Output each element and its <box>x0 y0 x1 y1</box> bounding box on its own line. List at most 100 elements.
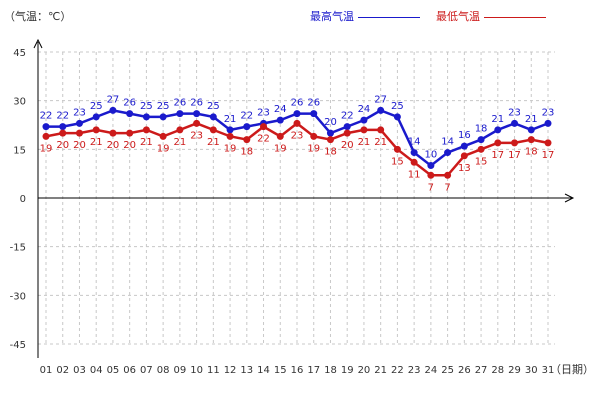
x-tick-label: 28 <box>491 365 504 376</box>
data-label-high: 21 <box>224 114 237 125</box>
x-tick-label: 01 <box>40 365 53 376</box>
data-label-low: 7 <box>444 182 450 193</box>
x-tick-label: 30 <box>525 365 538 376</box>
x-tick-label: 21 <box>374 365 387 376</box>
x-tick-label: 14 <box>257 365 270 376</box>
point-high <box>59 123 67 131</box>
point-high <box>544 119 552 127</box>
data-label-low: 23 <box>291 130 304 141</box>
data-label-low: 21 <box>173 137 186 148</box>
point-high <box>310 110 318 118</box>
point-low <box>142 126 150 134</box>
x-tick-label: 16 <box>291 365 304 376</box>
data-label-high: 25 <box>157 101 170 112</box>
data-label-low: 7 <box>428 182 434 193</box>
point-high <box>226 126 234 134</box>
point-high <box>393 113 401 121</box>
data-label-high: 18 <box>475 124 488 135</box>
y-tick-label: 15 <box>13 145 26 156</box>
data-label-high: 26 <box>123 98 136 109</box>
x-tick-label: 12 <box>224 365 237 376</box>
data-label-low: 13 <box>458 163 471 174</box>
data-label-high: 26 <box>307 98 320 109</box>
point-low <box>59 129 67 137</box>
x-tick-label: 22 <box>391 365 404 376</box>
data-label-low: 18 <box>240 147 253 158</box>
data-label-low: 19 <box>157 143 170 154</box>
data-label-high: 20 <box>324 117 337 128</box>
point-high <box>360 116 368 124</box>
data-label-low: 20 <box>123 140 136 151</box>
point-low <box>109 129 117 137</box>
x-tick-label: 05 <box>107 365 120 376</box>
point-low <box>209 126 217 134</box>
point-high <box>494 126 502 134</box>
point-low <box>243 136 251 144</box>
y-tick-label: 30 <box>13 97 26 108</box>
point-high <box>142 113 150 121</box>
point-low <box>126 129 134 137</box>
data-label-high: 14 <box>441 137 454 148</box>
data-label-high: 21 <box>525 114 538 125</box>
x-tick-label: 24 <box>424 365 437 376</box>
point-low <box>360 126 368 134</box>
point-high <box>109 106 117 114</box>
point-high <box>193 110 201 118</box>
point-low <box>310 132 318 140</box>
data-label-high: 25 <box>140 101 153 112</box>
point-high <box>377 106 385 114</box>
point-high <box>444 149 452 157</box>
point-low <box>410 158 418 166</box>
data-label-low: 20 <box>56 140 69 151</box>
data-label-high: 14 <box>408 137 421 148</box>
data-label-low: 18 <box>525 147 538 158</box>
data-label-low: 21 <box>207 137 220 148</box>
point-low <box>527 136 535 144</box>
data-label-low: 21 <box>358 137 371 148</box>
y-tick-label: 45 <box>13 48 26 59</box>
point-high <box>527 126 535 134</box>
data-label-high: 23 <box>257 107 270 118</box>
legend-high-label: 最高气温 <box>310 10 354 23</box>
point-high <box>75 119 83 127</box>
y-axis-unit-label: （气温：℃） <box>4 10 72 23</box>
data-label-low: 19 <box>224 143 237 154</box>
data-label-high: 22 <box>56 111 69 122</box>
point-low <box>159 132 167 140</box>
x-tick-label: 18 <box>324 365 337 376</box>
point-low <box>343 129 351 137</box>
x-tick-label: 26 <box>458 365 471 376</box>
point-low <box>377 126 385 134</box>
data-label-low: 20 <box>341 140 354 151</box>
data-label-low: 20 <box>73 140 86 151</box>
data-label-low: 19 <box>274 143 287 154</box>
point-low <box>477 145 485 153</box>
x-tick-label: 03 <box>73 365 86 376</box>
point-high <box>126 110 134 118</box>
data-label-low: 17 <box>508 150 521 161</box>
x-tick-label: 13 <box>240 365 253 376</box>
point-low <box>276 132 284 140</box>
data-label-low: 21 <box>90 137 103 148</box>
point-low <box>75 129 83 137</box>
point-low <box>176 126 184 134</box>
data-label-high: 24 <box>274 104 287 115</box>
point-high <box>92 113 100 121</box>
x-tick-label: 23 <box>408 365 421 376</box>
point-low <box>511 139 519 147</box>
point-high <box>511 119 519 127</box>
data-label-high: 27 <box>374 94 387 105</box>
point-high <box>460 142 468 150</box>
data-label-low: 22 <box>257 134 270 145</box>
data-label-high: 23 <box>508 107 521 118</box>
data-label-low: 21 <box>374 137 387 148</box>
point-low <box>226 132 234 140</box>
data-label-high: 25 <box>90 101 103 112</box>
data-label-high: 16 <box>458 130 471 141</box>
x-tick-label: 25 <box>441 365 454 376</box>
data-label-low: 20 <box>107 140 120 151</box>
data-label-low: 19 <box>307 143 320 154</box>
x-tick-label: 08 <box>157 365 170 376</box>
point-low <box>92 126 100 134</box>
data-label-high: 22 <box>40 111 53 122</box>
